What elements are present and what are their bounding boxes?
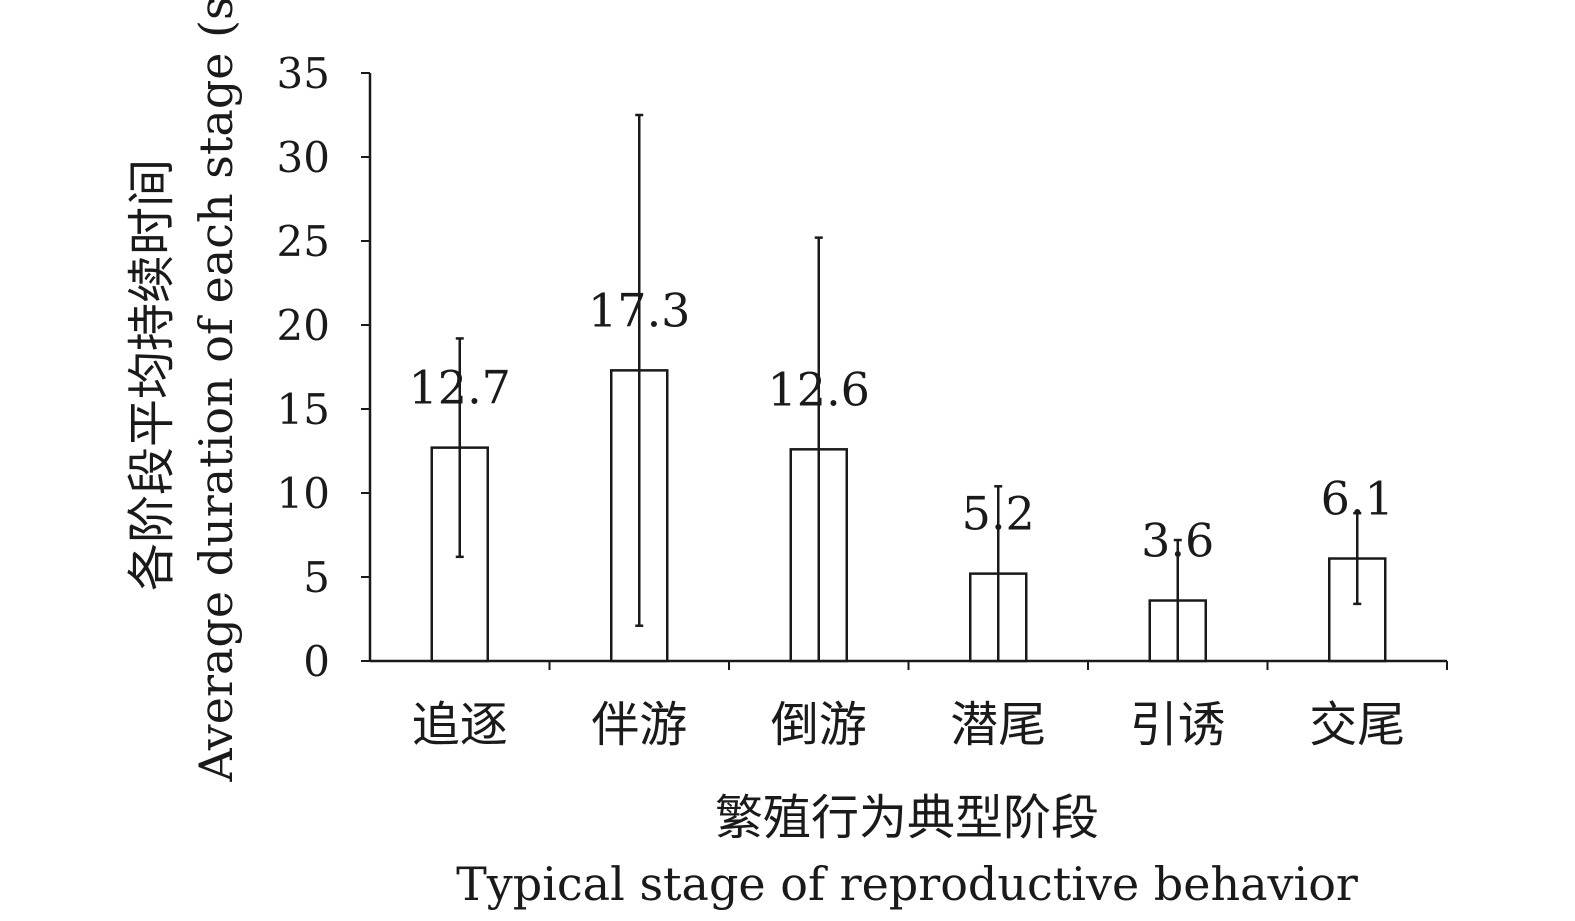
category-label: 引诱 [1130,697,1226,753]
x-axis-title-english: Typical stage of reproductive behavior [456,857,1358,911]
y-tick-label: 5 [303,553,330,602]
y-tick-label: 10 [277,469,330,518]
category-label: 潜尾 [950,697,1046,753]
y-tick-label: 15 [277,385,330,434]
y-tick-label: 0 [303,637,330,686]
x-axis-title-chinese: 繁殖行为典型阶段 [715,790,1099,846]
y-axis-title-english: Average duration of each stage (s) [189,0,243,783]
y-tick-label: 25 [277,217,330,266]
error-bars [455,113,1362,661]
category-labels: 追逐 伴游 倒游 潜尾 引诱 交尾 [412,697,1406,753]
y-tick-label: 35 [277,49,330,98]
category-label: 交尾 [1309,697,1405,753]
y-tick-label: 30 [277,133,330,182]
data-label: 6.1 [1321,472,1394,526]
bars [430,369,1387,663]
value-labels: 12.7 17.3 12.6 5.2 3.6 6.1 [409,283,1394,567]
y-axis: 0 5 10 15 20 25 30 35 [277,49,372,686]
category-label: 追逐 [412,697,508,753]
data-label: 17.3 [588,283,690,337]
y-axis-title-chinese: 各阶段平均持续时间 [124,159,180,591]
data-label: 12.6 [768,362,870,416]
category-label: 倒游 [771,697,867,753]
y-tick-label: 20 [277,301,330,350]
category-label: 伴游 [591,697,687,753]
x-axis [370,659,1448,670]
data-label: 12.7 [409,361,511,415]
data-label: 5.2 [962,487,1035,541]
data-label: 3.6 [1141,514,1214,568]
